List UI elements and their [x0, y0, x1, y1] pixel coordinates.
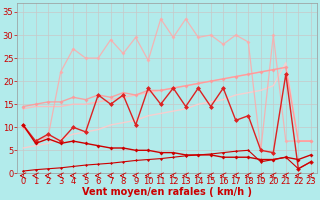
X-axis label: Vent moyen/en rafales ( km/h ): Vent moyen/en rafales ( km/h ): [82, 187, 252, 197]
